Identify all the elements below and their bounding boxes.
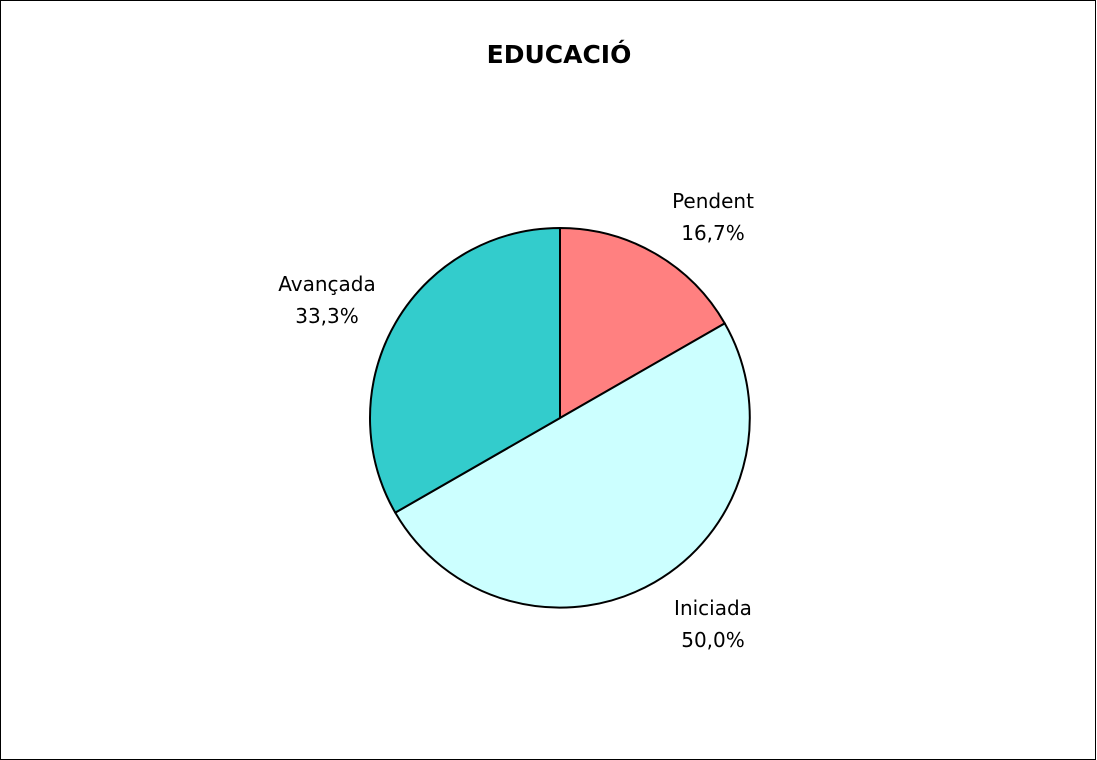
slice-value-label: 50,0%	[681, 628, 745, 652]
pie-slice-pendent	[559, 227, 726, 419]
pie-chart: EDUCACIÓ Pendent 16,7% Iniciada 50,0% Avança…	[278, 39, 754, 652]
slice-category-label: Pendent	[672, 189, 754, 213]
slice-category-label: Avançada	[278, 272, 375, 296]
pie-slice-iniciada	[394, 322, 751, 609]
chart-title: EDUCACIÓ	[487, 39, 632, 69]
slice-value-label: 16,7%	[681, 221, 745, 245]
pie-slice-avançada	[369, 227, 561, 514]
slice-category-label: Iniciada	[674, 596, 752, 620]
slice-labels: Pendent 16,7% Iniciada 50,0% Avançada 33,3%	[278, 189, 754, 652]
pie-slices	[369, 227, 751, 609]
slice-value-label: 33,3%	[295, 304, 359, 328]
